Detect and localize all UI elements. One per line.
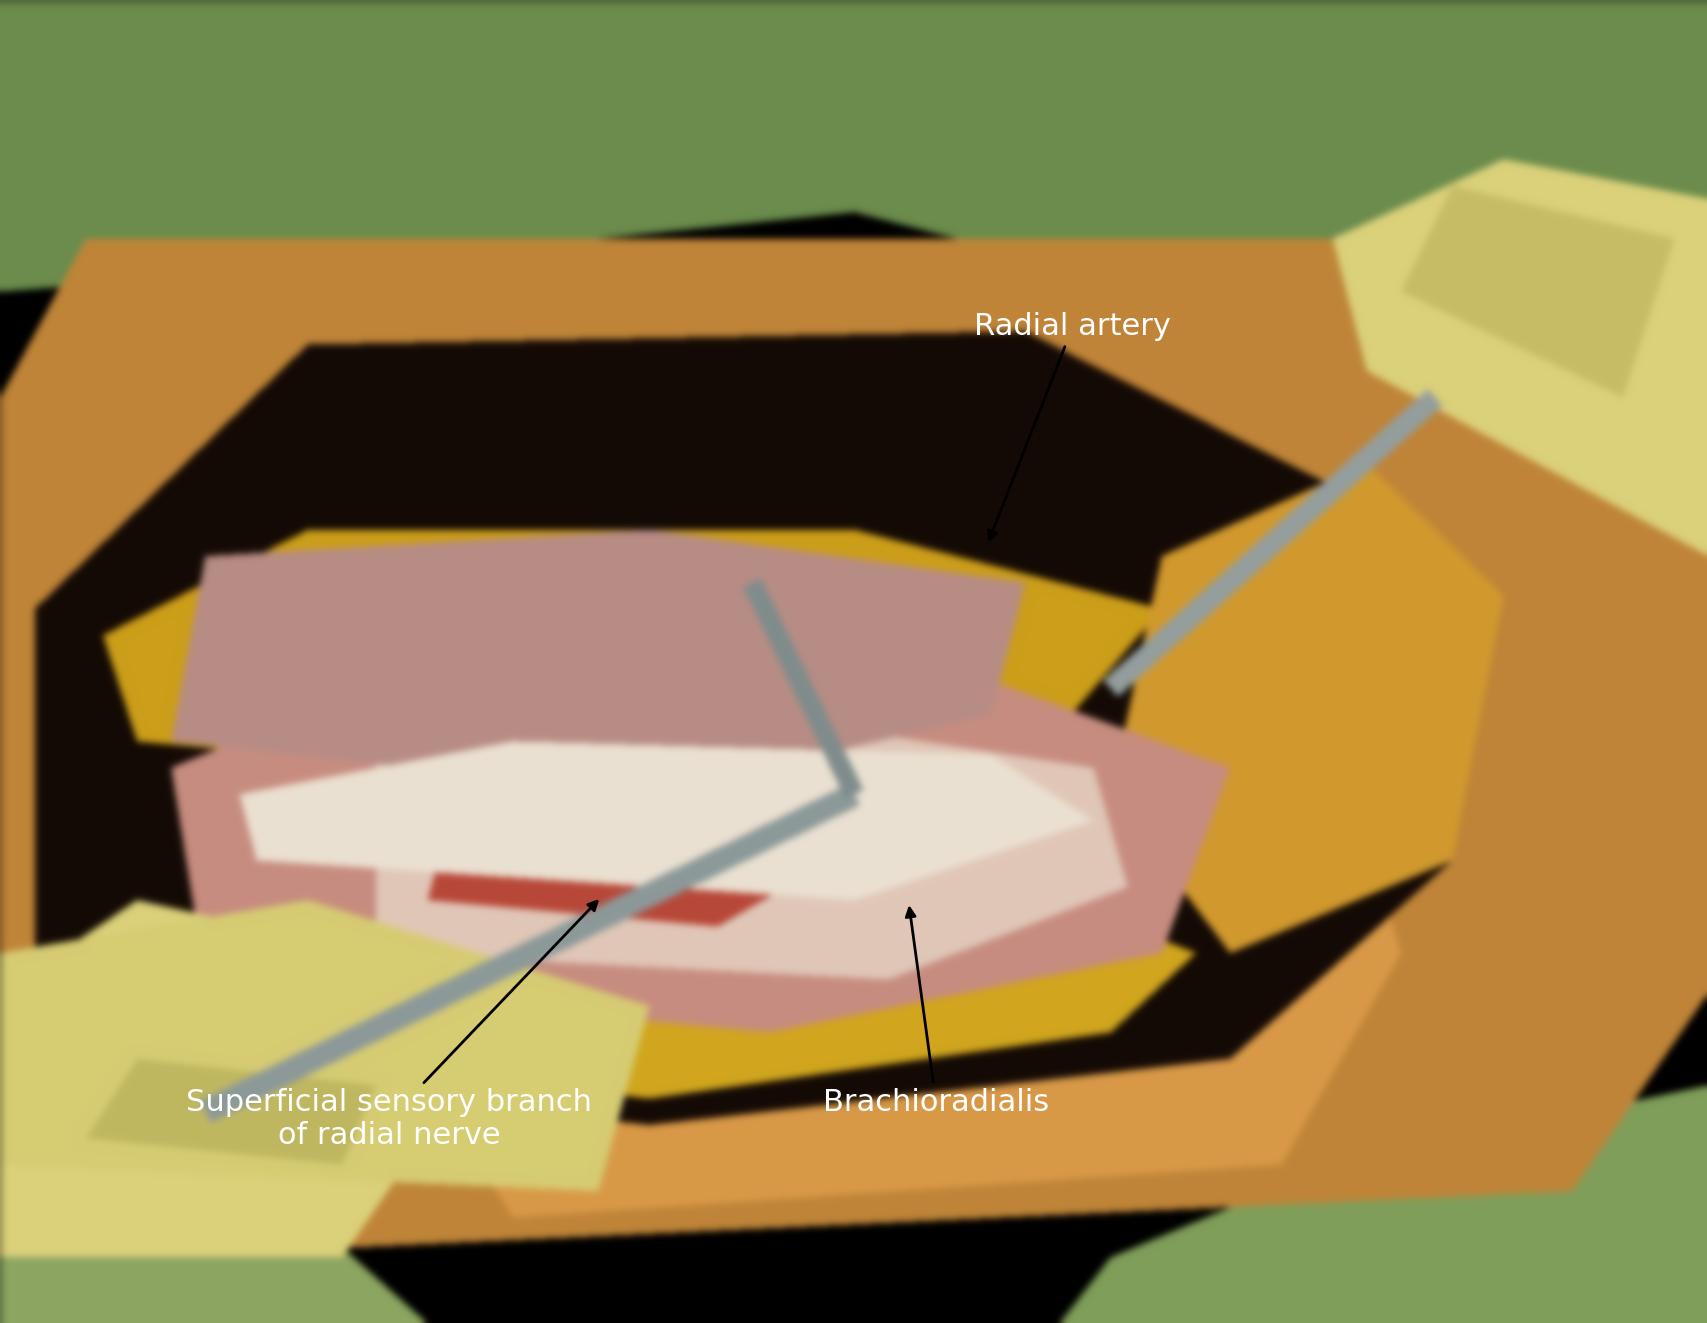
Text: Brachioradialis: Brachioradialis <box>823 908 1048 1117</box>
Text: Radial artery: Radial artery <box>973 312 1171 540</box>
Text: Superficial sensory branch
of radial nerve: Superficial sensory branch of radial ner… <box>186 901 597 1150</box>
